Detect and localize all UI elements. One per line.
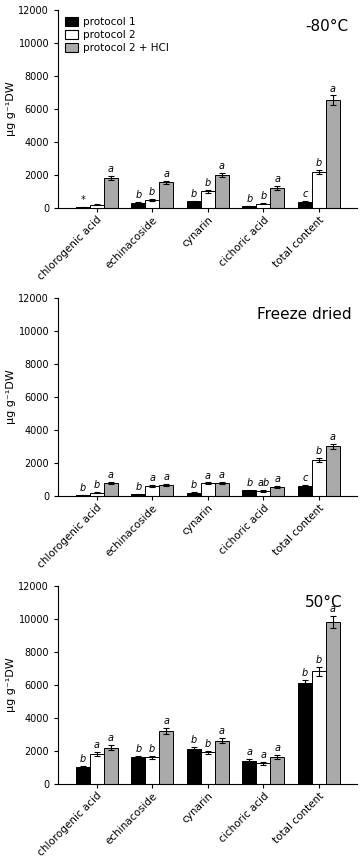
Bar <box>298 202 312 208</box>
Text: a: a <box>246 747 252 757</box>
Text: b: b <box>135 744 142 753</box>
Text: b: b <box>79 483 86 492</box>
Bar <box>103 483 118 496</box>
Text: b: b <box>316 446 322 455</box>
Bar <box>90 492 103 496</box>
Bar <box>270 758 284 784</box>
Text: b: b <box>135 482 142 492</box>
Text: b: b <box>149 187 155 198</box>
Text: a: a <box>107 470 114 480</box>
Bar <box>326 622 340 784</box>
Bar <box>242 490 256 496</box>
Bar <box>256 491 270 496</box>
Bar <box>312 172 326 208</box>
Y-axis label: μg g⁻¹DW: μg g⁻¹DW <box>5 369 16 424</box>
Bar <box>270 188 284 208</box>
Bar <box>159 182 173 208</box>
Text: b: b <box>191 188 197 199</box>
Bar <box>90 754 103 784</box>
Text: a: a <box>219 161 225 171</box>
Bar <box>159 731 173 784</box>
Bar <box>298 683 312 784</box>
Bar <box>145 200 159 208</box>
Bar <box>187 201 201 208</box>
Text: b: b <box>94 480 100 490</box>
Y-axis label: μg g⁻¹DW: μg g⁻¹DW <box>5 658 16 712</box>
Bar <box>103 747 118 784</box>
Bar <box>201 753 215 784</box>
Text: b: b <box>191 480 197 490</box>
Bar <box>145 486 159 496</box>
Bar <box>242 206 256 208</box>
Text: 50°C: 50°C <box>305 595 342 611</box>
Text: b: b <box>79 754 86 764</box>
Bar <box>215 483 229 496</box>
Bar <box>215 175 229 208</box>
Bar <box>312 671 326 784</box>
Text: a: a <box>163 715 169 726</box>
Text: a: a <box>107 733 114 743</box>
Bar <box>201 484 215 496</box>
Text: b: b <box>149 744 155 753</box>
Text: a: a <box>330 84 336 93</box>
Text: a: a <box>107 164 114 175</box>
Text: a: a <box>219 727 225 736</box>
Text: a: a <box>163 168 169 179</box>
Text: b: b <box>260 191 266 201</box>
Text: a: a <box>330 432 336 442</box>
Bar <box>103 178 118 208</box>
Text: b: b <box>316 157 322 168</box>
Bar <box>326 100 340 208</box>
Text: a: a <box>260 750 266 760</box>
Text: a: a <box>205 471 211 480</box>
Text: b: b <box>246 478 253 487</box>
Bar <box>326 447 340 496</box>
Text: a: a <box>274 175 280 184</box>
Text: Freeze dried: Freeze dried <box>257 308 351 322</box>
Bar <box>270 486 284 496</box>
Text: b: b <box>205 739 211 749</box>
Bar <box>145 758 159 784</box>
Text: b: b <box>205 178 211 188</box>
Bar <box>131 758 145 784</box>
Bar <box>256 763 270 784</box>
Bar <box>187 492 201 496</box>
Text: a: a <box>274 744 280 753</box>
Legend: protocol 1, protocol 2, protocol 2 + HCl: protocol 1, protocol 2, protocol 2 + HCl <box>63 15 171 54</box>
Y-axis label: μg g⁻¹DW: μg g⁻¹DW <box>5 81 16 137</box>
Bar <box>215 741 229 784</box>
Text: a: a <box>219 469 225 480</box>
Text: a: a <box>274 474 280 484</box>
Text: a: a <box>94 740 100 750</box>
Bar <box>298 486 312 496</box>
Bar <box>256 204 270 208</box>
Text: a: a <box>149 473 155 484</box>
Bar <box>312 460 326 496</box>
Bar <box>242 760 256 784</box>
Text: b: b <box>191 735 197 746</box>
Bar <box>187 749 201 784</box>
Text: b: b <box>135 190 142 200</box>
Bar <box>90 205 103 208</box>
Text: a: a <box>330 604 336 614</box>
Text: *: * <box>80 195 85 206</box>
Text: -80°C: -80°C <box>305 20 348 35</box>
Bar <box>159 486 173 496</box>
Text: b: b <box>246 194 253 204</box>
Text: a: a <box>163 472 169 482</box>
Text: c: c <box>302 473 308 483</box>
Bar <box>76 767 90 784</box>
Bar <box>131 494 145 496</box>
Bar <box>201 191 215 208</box>
Text: b: b <box>316 656 322 665</box>
Text: b: b <box>302 668 308 677</box>
Text: c: c <box>302 189 308 200</box>
Text: ab: ab <box>257 479 269 488</box>
Bar <box>131 203 145 208</box>
